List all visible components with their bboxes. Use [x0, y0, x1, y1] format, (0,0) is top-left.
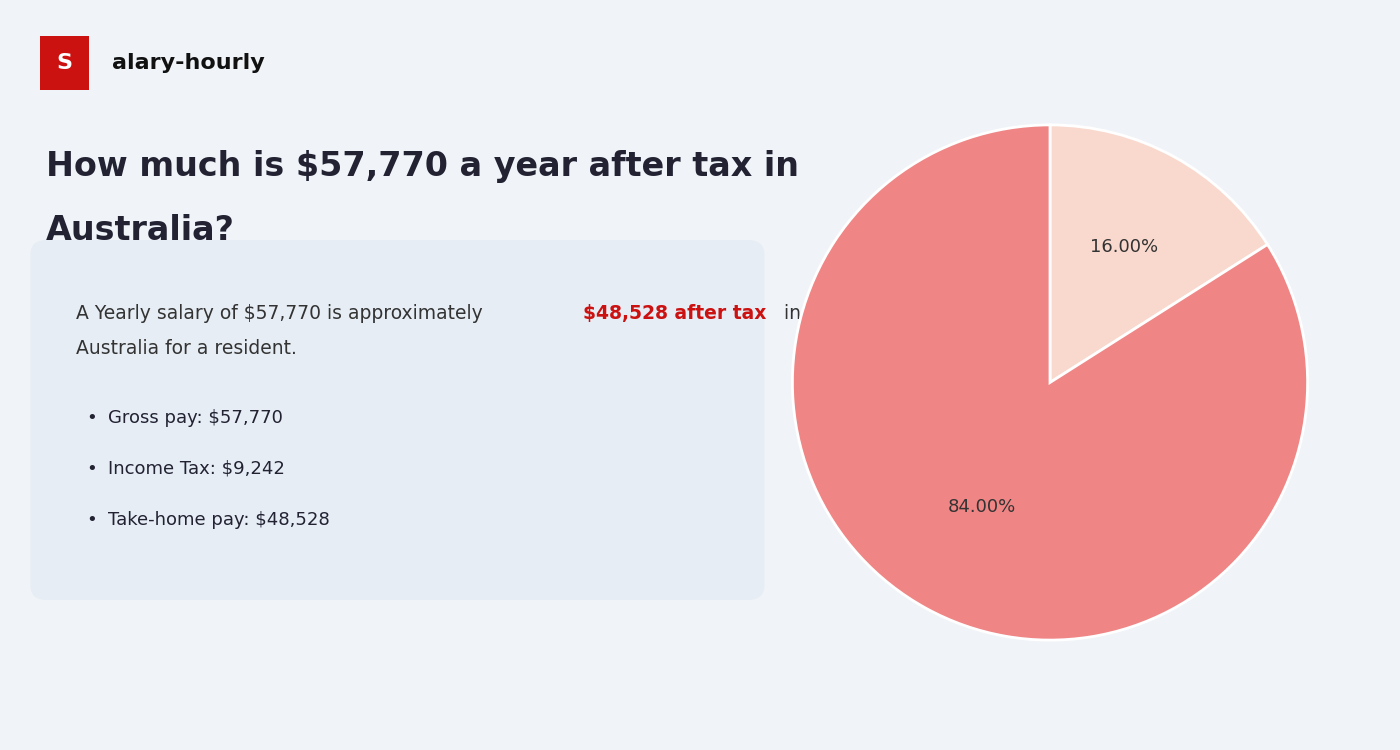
Wedge shape — [792, 125, 1308, 640]
Text: •: • — [87, 511, 97, 529]
Text: Gross pay: $57,770: Gross pay: $57,770 — [108, 409, 283, 427]
Text: 84.00%: 84.00% — [948, 498, 1016, 516]
Text: in: in — [778, 304, 801, 322]
Text: Take-home pay: $48,528: Take-home pay: $48,528 — [108, 511, 329, 529]
Text: •: • — [87, 460, 97, 478]
Text: •: • — [87, 409, 97, 427]
Text: Australia for a resident.: Australia for a resident. — [76, 339, 297, 358]
Text: A Yearly salary of $57,770 is approximately: A Yearly salary of $57,770 is approximat… — [76, 304, 489, 322]
FancyBboxPatch shape — [39, 36, 90, 90]
Text: How much is $57,770 a year after tax in: How much is $57,770 a year after tax in — [46, 150, 799, 183]
Text: 16.00%: 16.00% — [1091, 238, 1159, 256]
Text: $48,528 after tax: $48,528 after tax — [582, 304, 766, 322]
Wedge shape — [1050, 125, 1267, 382]
Text: alary-hourly: alary-hourly — [112, 53, 265, 73]
Text: S: S — [56, 53, 73, 73]
FancyBboxPatch shape — [31, 240, 764, 600]
Text: Income Tax: $9,242: Income Tax: $9,242 — [108, 460, 284, 478]
Text: Australia?: Australia? — [46, 214, 235, 247]
